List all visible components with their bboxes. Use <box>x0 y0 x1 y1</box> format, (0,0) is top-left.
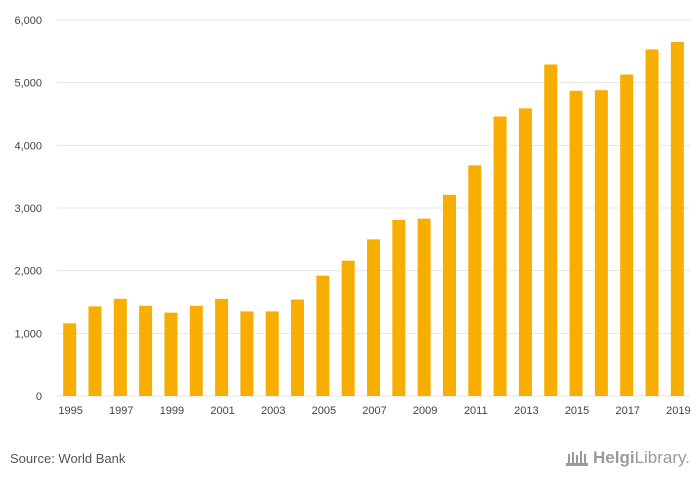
bar-2000 <box>189 305 203 396</box>
x-tick-label: 1999 <box>160 405 184 417</box>
x-tick-label: 1995 <box>58 405 82 417</box>
x-tick-label: 2011 <box>464 405 488 417</box>
bar-2004 <box>291 299 305 396</box>
logo-text-light: Library. <box>634 448 690 467</box>
bar-2016 <box>594 90 608 396</box>
bar-2018 <box>645 49 659 396</box>
y-tick-label: 3,000 <box>14 203 42 215</box>
bar-2013 <box>518 108 532 397</box>
x-tick-label: 2005 <box>312 405 336 417</box>
bar-1996 <box>88 306 102 396</box>
bar-2012 <box>493 116 507 397</box>
y-tick-label: 5,000 <box>14 78 42 90</box>
bar-2006 <box>341 260 355 396</box>
x-tick-label: 2001 <box>210 405 234 417</box>
y-tick-label: 0 <box>36 391 42 403</box>
bars <box>63 41 684 397</box>
logo-text: HelgiLibrary. <box>593 448 690 468</box>
bar-2011 <box>468 165 482 396</box>
x-tick-label: 2015 <box>565 405 589 417</box>
bar-1995 <box>63 323 77 396</box>
bar-chart: 0 1,000 2,000 3,000 4,000 5,000 6,000 1995 1997… <box>14 15 690 417</box>
x-tick-label: 2003 <box>261 405 285 417</box>
y-tick-label: 6,000 <box>14 15 42 27</box>
bar-2017 <box>620 74 634 397</box>
x-tick-label: 2017 <box>615 405 639 417</box>
bar-2008 <box>392 219 406 396</box>
bar-1997 <box>113 298 127 396</box>
x-axis-labels: 1995 1997 1999 2001 2003 2005 2007 2009 2011 2013… <box>58 405 690 417</box>
y-axis-labels: 0 1,000 2,000 3,000 4,000 5,000 6,000 <box>14 15 42 403</box>
y-tick-label: 4,000 <box>14 140 42 152</box>
y-tick-label: 2,000 <box>14 266 42 278</box>
bar-2005 <box>316 275 330 396</box>
chart-footer: Source: World Bank HelgiLibrary. <box>0 440 700 483</box>
bar-2009 <box>417 218 431 396</box>
x-tick-label: 2009 <box>413 405 437 417</box>
x-tick-label: 2019 <box>666 405 690 417</box>
x-tick-label: 2007 <box>362 405 386 417</box>
logo-text-bold: Helgi <box>593 448 635 467</box>
source-label: Source: World Bank <box>10 451 126 466</box>
bar-2001 <box>215 298 229 396</box>
bar-1998 <box>139 305 153 396</box>
helgi-library-logo: HelgiLibrary. <box>565 448 690 468</box>
bar-2007 <box>367 239 380 396</box>
x-tick-label: 2013 <box>514 405 538 417</box>
bar-1999 <box>164 312 178 396</box>
x-tick-label: 1997 <box>109 405 133 417</box>
bar-2014 <box>544 64 558 396</box>
library-logo-icon <box>566 451 588 466</box>
bar-2019 <box>670 41 684 396</box>
y-tick-label: 1,000 <box>14 328 42 340</box>
bar-2002 <box>240 311 254 396</box>
bar-2010 <box>442 194 456 396</box>
bar-2003 <box>265 311 279 396</box>
bar-2015 <box>569 90 583 397</box>
